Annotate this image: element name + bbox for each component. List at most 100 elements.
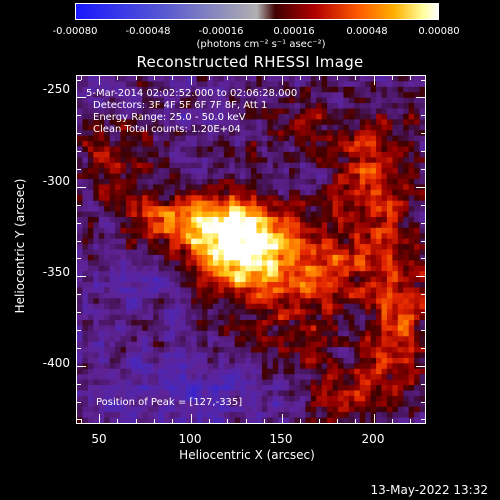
heatmap-cell bbox=[305, 151, 312, 158]
heatmap-cell bbox=[229, 330, 236, 337]
heatmap-cell bbox=[408, 395, 415, 402]
heatmap-cell bbox=[419, 179, 425, 186]
heatmap-cell bbox=[153, 206, 160, 213]
heatmap-cell bbox=[272, 124, 279, 131]
heatmap-cell bbox=[397, 130, 404, 137]
heatmap-cell bbox=[283, 303, 290, 310]
heatmap-cell bbox=[153, 92, 160, 99]
heatmap-cell bbox=[109, 341, 116, 348]
heatmap-cell bbox=[392, 97, 399, 104]
heatmap-cell bbox=[240, 406, 247, 413]
heatmap-cell bbox=[294, 341, 301, 348]
heatmap-cell bbox=[185, 103, 192, 110]
heatmap-cell bbox=[191, 265, 198, 272]
heatmap-cell bbox=[386, 417, 393, 423]
heatmap-cell bbox=[261, 401, 268, 408]
heatmap-cell bbox=[87, 249, 94, 256]
heatmap-cell bbox=[234, 97, 241, 104]
heatmap-cell bbox=[289, 222, 296, 229]
heatmap-cell bbox=[392, 146, 399, 153]
heatmap-cell bbox=[207, 216, 214, 223]
heatmap-cell bbox=[229, 173, 236, 180]
heatmap-cell bbox=[419, 146, 425, 153]
heatmap-cell bbox=[77, 352, 84, 359]
heatmap-cell bbox=[289, 368, 296, 375]
x-tick-mark bbox=[172, 76, 174, 80]
heatmap-cell bbox=[256, 341, 263, 348]
heatmap-cell bbox=[267, 162, 274, 169]
heatmap-cell bbox=[77, 146, 84, 153]
heatmap-cell bbox=[98, 374, 105, 381]
heatmap-cell bbox=[169, 108, 176, 115]
heatmap-cell bbox=[229, 86, 236, 93]
heatmap-cell bbox=[272, 395, 279, 402]
heatmap-cell bbox=[261, 200, 268, 207]
heatmap-cell bbox=[419, 347, 425, 354]
heatmap-cell bbox=[245, 352, 252, 359]
heatmap-cell bbox=[251, 379, 258, 386]
heatmap-cell bbox=[310, 103, 317, 110]
heatmap-cell bbox=[310, 254, 317, 261]
heatmap-cell bbox=[272, 406, 279, 413]
heatmap-cell bbox=[109, 363, 116, 370]
heatmap-cell bbox=[321, 347, 328, 354]
heatmap-cell bbox=[245, 390, 252, 397]
heatmap-cell bbox=[120, 401, 127, 408]
heatmap-cell bbox=[180, 124, 187, 131]
heatmap-cell bbox=[87, 330, 94, 337]
heatmap-cell bbox=[104, 417, 111, 423]
heatmap-cell bbox=[202, 303, 209, 310]
heatmap-cell bbox=[125, 200, 132, 207]
heatmap-cell bbox=[120, 173, 127, 180]
heatmap-cell bbox=[191, 130, 198, 137]
heatmap-cell bbox=[191, 336, 198, 343]
heatmap-cell bbox=[131, 81, 138, 88]
heatmap-cell bbox=[419, 162, 425, 169]
heatmap-cell bbox=[294, 374, 301, 381]
heatmap-cell bbox=[87, 157, 94, 164]
heatmap-cell bbox=[153, 309, 160, 316]
heatmap-cell bbox=[251, 374, 258, 381]
heatmap-cell bbox=[174, 130, 181, 137]
heatmap-cell bbox=[381, 379, 388, 386]
heatmap-cell bbox=[338, 92, 345, 99]
heatmap-cell bbox=[251, 92, 258, 99]
heatmap-cell bbox=[202, 195, 209, 202]
heatmap-cell bbox=[202, 97, 209, 104]
heatmap-cell bbox=[299, 233, 306, 240]
heatmap-cell bbox=[153, 363, 160, 370]
heatmap-cell bbox=[354, 390, 361, 397]
heatmap-cell bbox=[256, 249, 263, 256]
heatmap-cell bbox=[261, 260, 268, 267]
heatmap-cell bbox=[245, 200, 252, 207]
heatmap-cell bbox=[251, 282, 258, 289]
heatmap-cell bbox=[392, 103, 399, 110]
heatmap-cell bbox=[218, 385, 225, 392]
heatmap-cell bbox=[147, 113, 154, 120]
heatmap-cell bbox=[158, 233, 165, 240]
heatmap-cell bbox=[338, 357, 345, 364]
heatmap-cell bbox=[283, 130, 290, 137]
heatmap-cell bbox=[289, 406, 296, 413]
heatmap-cell bbox=[365, 86, 372, 93]
heatmap-cell bbox=[115, 103, 122, 110]
heatmap-cell bbox=[261, 173, 268, 180]
x-tick-mark bbox=[135, 419, 137, 423]
heatmap-cell bbox=[321, 233, 328, 240]
x-tick-mark bbox=[337, 76, 339, 80]
heatmap-cell bbox=[245, 146, 252, 153]
heatmap-cell bbox=[397, 157, 404, 164]
heatmap-cell bbox=[283, 135, 290, 142]
heatmap-cell bbox=[354, 157, 361, 164]
heatmap-cell bbox=[348, 292, 355, 299]
heatmap-cell bbox=[294, 168, 301, 175]
heatmap-cell bbox=[120, 298, 127, 305]
heatmap-cell bbox=[294, 227, 301, 234]
heatmap-cell bbox=[278, 347, 285, 354]
heatmap-cell bbox=[196, 184, 203, 191]
heatmap-cell bbox=[381, 76, 388, 83]
heatmap-cell bbox=[153, 168, 160, 175]
heatmap-cell bbox=[185, 325, 192, 332]
heatmap-cell bbox=[196, 336, 203, 343]
heatmap-cell bbox=[332, 395, 339, 402]
